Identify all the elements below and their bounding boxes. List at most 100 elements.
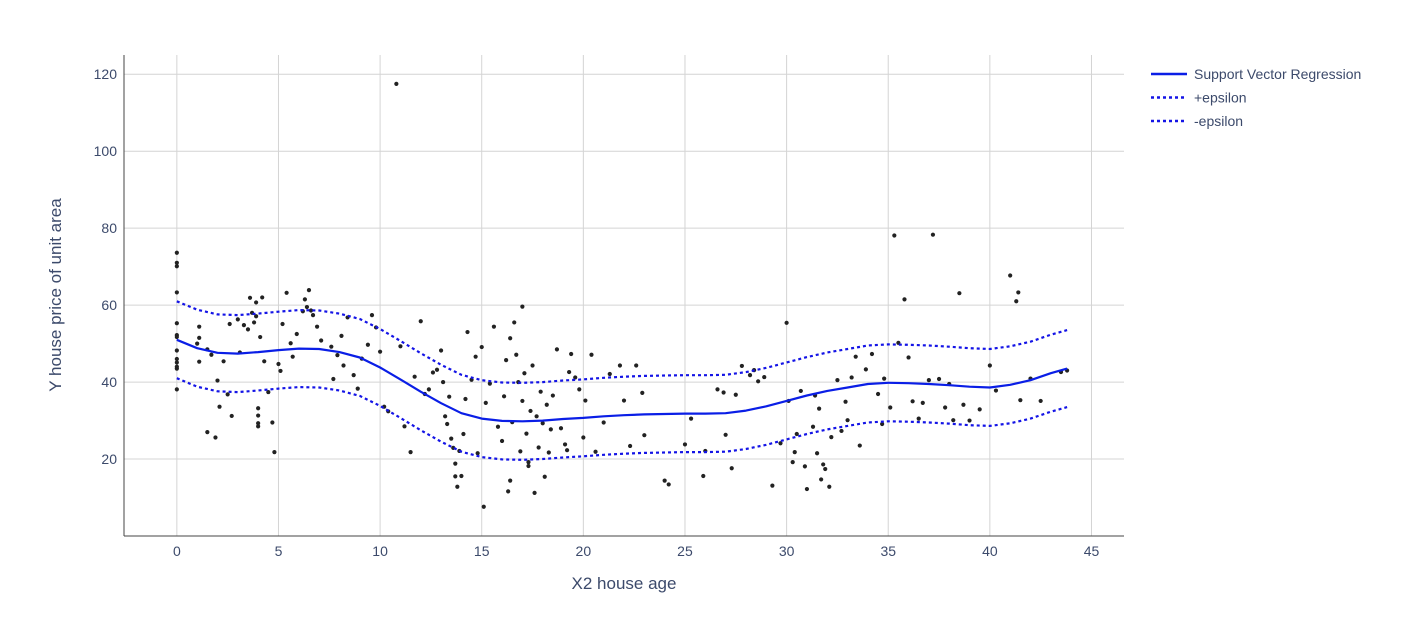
data-point: [473, 354, 478, 359]
data-point: [827, 484, 832, 489]
legend[interactable]: Support Vector Regression +epsilon -epsilo…: [1151, 66, 1361, 129]
data-point: [447, 394, 452, 399]
data-point: [209, 352, 214, 357]
data-point: [951, 418, 956, 423]
data-point: [418, 319, 423, 324]
data-point: [455, 484, 460, 489]
data-point: [526, 460, 531, 465]
x-tick-label: 10: [372, 543, 388, 559]
data-point: [215, 378, 220, 383]
data-point: [398, 344, 403, 349]
y-tick-label: 60: [101, 297, 117, 313]
data-point: [528, 408, 533, 414]
data-point: [863, 367, 868, 372]
data-point: [197, 335, 202, 340]
legend-item[interactable]: Support Vector Regression: [1151, 66, 1361, 82]
data-point: [520, 398, 525, 404]
data-point: [794, 431, 799, 437]
data-point: [278, 368, 283, 374]
y-tick-label: 100: [94, 143, 118, 159]
data-points: [174, 81, 1070, 509]
data-point: [729, 466, 734, 471]
data-point: [174, 360, 179, 365]
data-point: [319, 338, 324, 343]
data-point: [920, 400, 925, 405]
data-point: [542, 474, 547, 479]
data-point: [804, 486, 810, 492]
data-point: [306, 288, 312, 293]
data-point: [227, 321, 232, 327]
x-tick-label: 15: [474, 543, 490, 559]
data-point: [508, 478, 513, 483]
data-point: [627, 443, 633, 449]
data-point: [530, 363, 535, 368]
data-point: [499, 438, 505, 444]
data-point: [823, 466, 828, 472]
data-point: [930, 232, 936, 237]
data-point: [445, 421, 450, 427]
data-point: [459, 473, 464, 479]
data-point: [1038, 398, 1043, 404]
data-point: [790, 460, 795, 465]
data-point: [256, 406, 261, 411]
data-point: [875, 391, 881, 397]
legend-item[interactable]: +epsilon: [1151, 90, 1247, 106]
x-tick-label: 20: [576, 543, 592, 559]
data-point: [449, 436, 454, 441]
data-point: [682, 442, 688, 447]
data-point: [839, 428, 844, 434]
data-point: [174, 366, 179, 371]
data-point: [593, 449, 598, 454]
data-point: [174, 250, 179, 255]
data-point: [443, 414, 448, 419]
plus-epsilon-line: [176, 300, 1068, 384]
x-tick-label: 30: [779, 543, 795, 559]
data-point: [902, 297, 907, 302]
x-axis-title: X2 house age: [572, 574, 677, 593]
data-point: [288, 341, 293, 346]
data-point: [601, 420, 606, 425]
data-point: [294, 331, 299, 337]
data-point: [784, 320, 789, 325]
data-point: [1018, 398, 1023, 403]
data-point: [723, 432, 728, 437]
data-point: [280, 321, 285, 327]
data-point: [412, 374, 417, 379]
data-point: [821, 462, 826, 467]
data-point: [438, 348, 444, 353]
data-point: [1008, 273, 1013, 278]
data-point: [798, 388, 803, 394]
data-point: [548, 427, 553, 432]
data-point: [256, 421, 261, 426]
y-tick-label: 20: [101, 451, 117, 467]
data-point: [506, 489, 511, 494]
data-point: [642, 433, 647, 438]
data-point: [461, 431, 466, 437]
data-point: [487, 381, 492, 386]
legend-item[interactable]: -epsilon: [1151, 113, 1243, 129]
data-point: [475, 451, 480, 456]
data-point: [640, 390, 645, 395]
data-point: [819, 477, 824, 482]
data-point: [554, 347, 560, 352]
data-point: [770, 483, 775, 488]
data-point: [304, 304, 310, 310]
data-point: [540, 421, 545, 426]
data-point: [174, 348, 179, 353]
data-point: [518, 449, 523, 454]
regression-lines: [176, 300, 1068, 461]
x-tick-label: 35: [880, 543, 896, 559]
data-point: [308, 308, 314, 313]
data-point: [869, 351, 875, 357]
data-point: [943, 405, 948, 410]
data-point: [465, 329, 470, 335]
data-point: [526, 463, 531, 469]
data-point: [402, 424, 407, 429]
data-point: [573, 375, 578, 380]
svr-line: [176, 338, 1068, 423]
data-point: [987, 363, 992, 368]
x-tick-label: 0: [173, 543, 181, 559]
data-point: [453, 461, 458, 466]
data-point: [569, 351, 574, 357]
data-point: [853, 354, 858, 359]
